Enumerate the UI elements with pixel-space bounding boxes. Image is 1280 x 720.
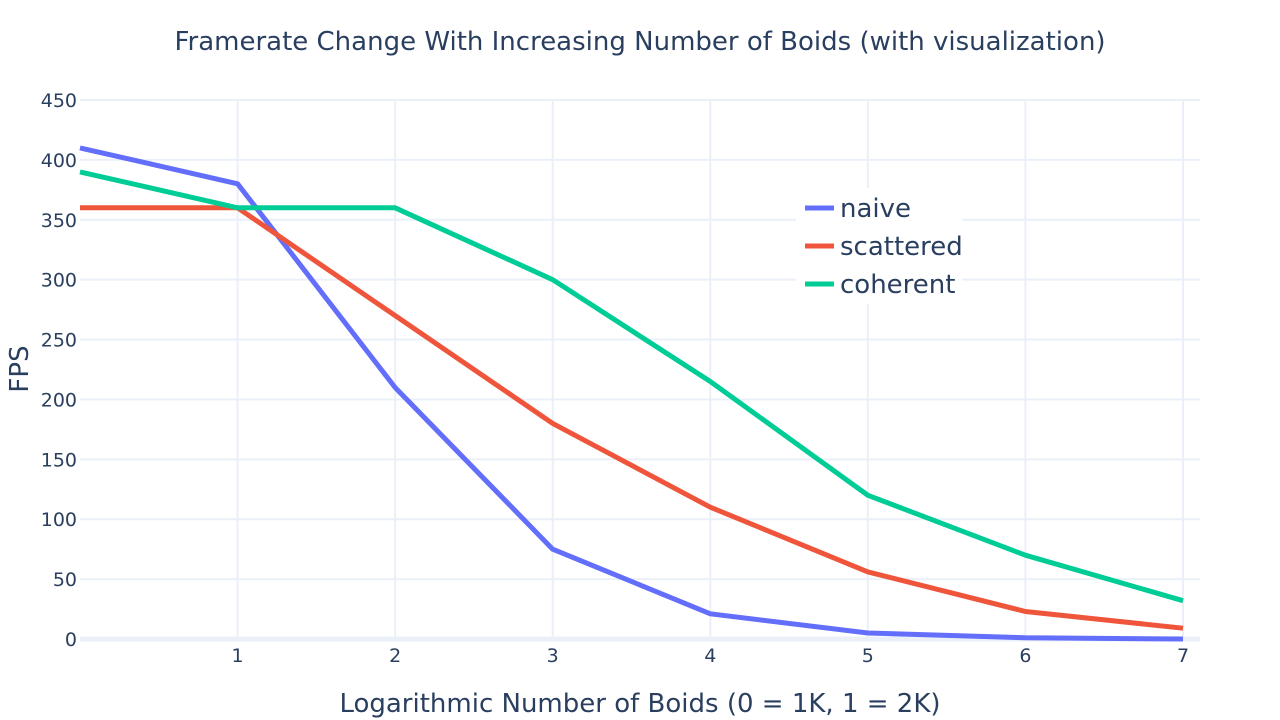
legend-item-scattered[interactable]: scattered	[805, 232, 963, 262]
y-tick-label: 350	[41, 210, 77, 232]
x-tick-label: 1	[232, 645, 244, 667]
tick-labels: 0 50 100 150 200 250 300 350 400 450 1 2 3 4 5 6 7	[41, 90, 1189, 667]
chart-title: Framerate Change With Increasing Number …	[174, 27, 1105, 57]
y-tick-label: 400	[41, 150, 77, 172]
y-axis-title: FPS	[5, 345, 35, 392]
series-line-coherent	[79, 169, 1184, 604]
y-tick-label: 150	[41, 449, 77, 471]
legend-item-coherent[interactable]: coherent	[805, 270, 955, 300]
legend-label: naive	[840, 194, 911, 224]
y-tick-label: 250	[41, 330, 77, 352]
legend[interactable]: naive scattered coherent	[796, 188, 963, 304]
x-tick-label: 7	[1177, 645, 1189, 667]
series-lines	[79, 145, 1184, 642]
x-tick-label: 5	[862, 645, 874, 667]
legend-label: scattered	[840, 232, 963, 262]
series-line-scattered	[80, 205, 1184, 631]
legend-label: coherent	[840, 270, 955, 300]
x-axis-title: Logarithmic Number of Boids (0 = 1K, 1 =…	[339, 689, 940, 719]
legend-item-naive[interactable]: naive	[805, 194, 911, 224]
x-tick-label: 4	[704, 645, 716, 667]
y-tick-label: 200	[41, 389, 77, 411]
x-tick-label: 2	[389, 645, 401, 667]
y-tick-label: 100	[41, 509, 77, 531]
x-tick-label: 6	[1019, 645, 1031, 667]
grid	[80, 99, 1200, 642]
y-tick-label: 0	[65, 629, 77, 651]
x-tick-label: 3	[547, 645, 559, 667]
y-tick-label: 450	[41, 90, 77, 112]
series-line-naive	[79, 145, 1184, 642]
y-tick-label: 300	[41, 270, 77, 292]
y-tick-label: 50	[53, 569, 77, 591]
